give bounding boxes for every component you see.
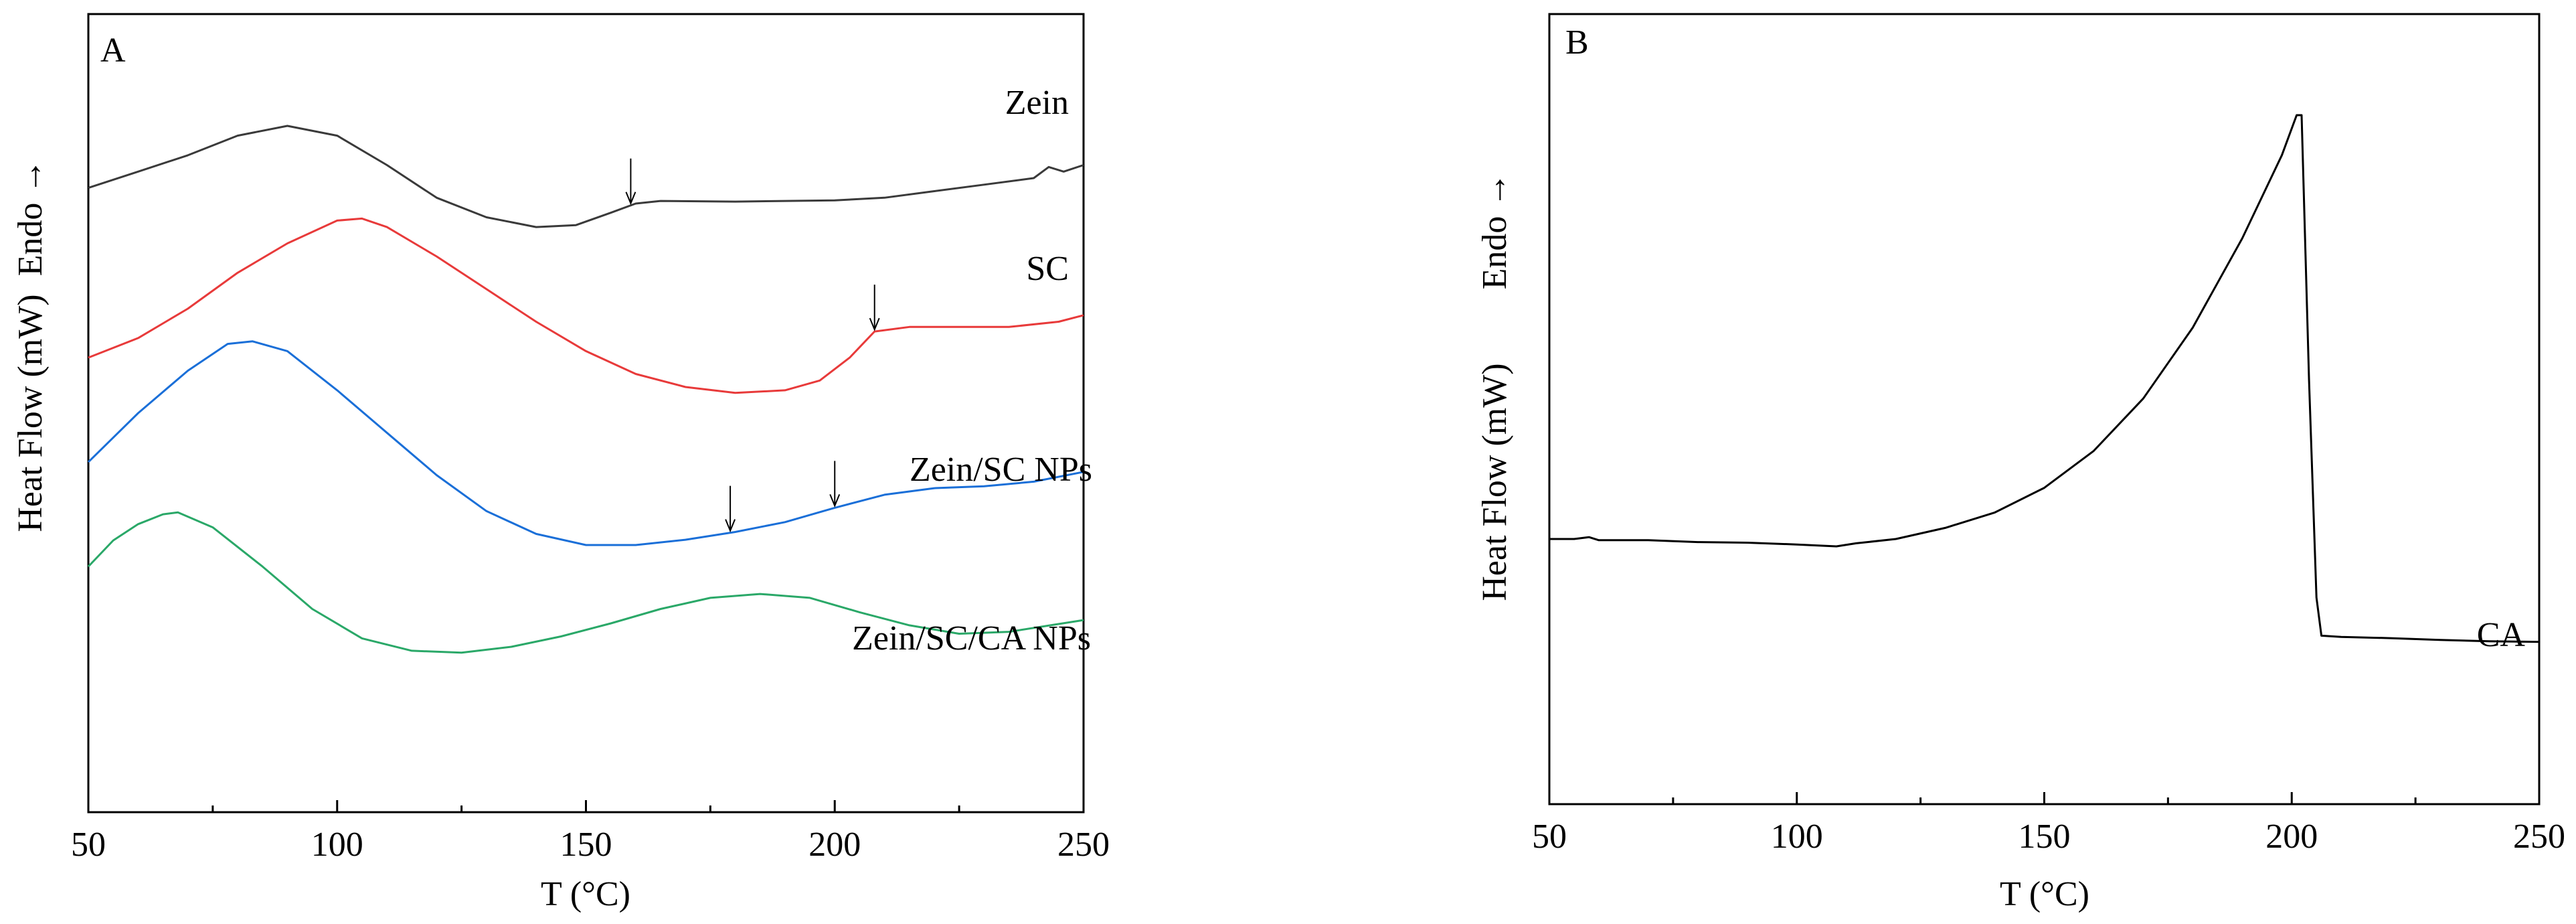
panel-a-x-axis-label: T (°C) (541, 875, 630, 913)
x-tick-label-b-100: 100 (1771, 818, 1823, 856)
series-line-sc (88, 217, 1084, 394)
transition-arrow-sc-208 (869, 285, 880, 331)
panel-b-plot-frame (1548, 13, 2541, 805)
x-tick-label-b-50: 50 (1532, 818, 1567, 856)
series-line-zein-sc-ca-nps (87, 511, 1084, 654)
panel-b-series (1549, 114, 2540, 643)
x-tick-label-a-150: 150 (560, 826, 612, 864)
panel-a-y-axis-label: Heat Flow (mW) (11, 294, 50, 532)
series-line-zein (88, 125, 1084, 228)
panel-a-label: A (100, 31, 126, 70)
transition-arrow-zein-sc-nps-179 (725, 485, 736, 533)
series-label-ca: CA (2477, 616, 2526, 654)
panel-a-plot-frame (87, 13, 1085, 814)
series-label-zein-sc-nps: Zein/SC NPs (910, 451, 1092, 489)
panel-a: A Heat Flow (mW) Endo → T (°C) 50 100 150 2… (11, 13, 1110, 913)
series-label-zein: Zein (1005, 84, 1069, 122)
series-line-zein-sc-nps (87, 340, 1084, 546)
panel-b-label: B (1565, 23, 1589, 62)
panel-b-x-axis: 50 100 150 200 250 (1532, 792, 2565, 856)
series-line-ca (1549, 114, 2540, 643)
panel-b-endo-label: Endo → (1476, 173, 1514, 290)
x-tick-label-a-100: 100 (311, 826, 363, 864)
panel-a-x-axis: 50 100 150 200 250 (71, 800, 1110, 864)
series-label-sc: SC (1026, 250, 1069, 288)
panel-b: B Heat Flow (mW) Endo → T (°C) 50 100 150 2… (1476, 13, 2565, 913)
transition-arrow-zein-sc-nps-200 (829, 461, 841, 508)
panel-b-x-axis-label: T (°C) (2000, 875, 2089, 913)
x-tick-label-b-150: 150 (2019, 818, 2071, 856)
x-tick-label-a-50: 50 (71, 826, 106, 864)
x-tick-label-b-200: 200 (2265, 818, 2318, 856)
panel-a-series-labels: Zein SC Zein/SC NPs Zein/SC/CA NPs (852, 84, 1092, 658)
panel-a-series (87, 125, 1084, 654)
panel-a-endo-label: Endo → (11, 159, 50, 277)
x-tick-label-b-250: 250 (2513, 818, 2565, 856)
x-tick-label-a-200: 200 (808, 826, 861, 864)
transition-arrow-zein-159 (625, 158, 636, 206)
panel-b-series-labels: CA (2477, 616, 2526, 654)
series-label-zein-sc-ca-nps: Zein/SC/CA NPs (852, 619, 1091, 658)
x-tick-label-a-250: 250 (1057, 826, 1110, 864)
panel-b-y-axis-label: Heat Flow (mW) (1476, 363, 1514, 601)
